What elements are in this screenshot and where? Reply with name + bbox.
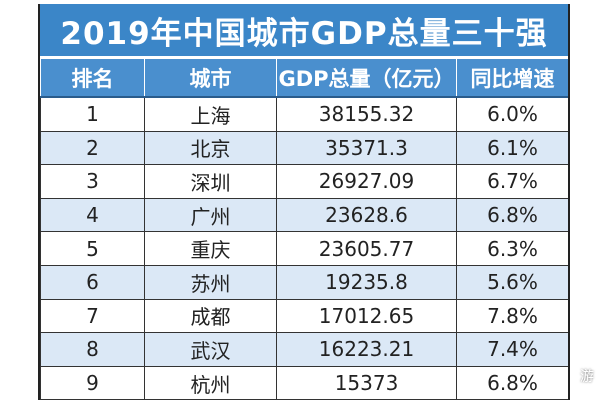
cell-city: 深圳 xyxy=(144,164,277,199)
cell-rank: 2 xyxy=(40,131,145,166)
table-row: 8 武汉 16223.21 7.4% xyxy=(40,332,568,367)
gdp-table: 排名 城市 GDP总量（亿元） 同比增速 1 上海 38155.32 6.0% 2 北京 3… xyxy=(40,58,568,400)
cell-city: 重庆 xyxy=(144,231,277,266)
header-gdp: GDP总量（亿元） xyxy=(276,58,457,98)
header-city: 城市 xyxy=(144,58,277,98)
cell-city: 北京 xyxy=(144,131,277,166)
cell-growth: 7.8% xyxy=(456,299,568,334)
header-growth: 同比增速 xyxy=(456,58,568,98)
cell-gdp: 16223.21 xyxy=(276,332,457,367)
table-row: 4 广州 23628.6 6.8% xyxy=(40,198,568,233)
cell-rank: 7 xyxy=(40,299,145,334)
watermark-text: 游 xyxy=(580,369,594,385)
cell-rank: 4 xyxy=(40,198,145,233)
cell-gdp: 17012.65 xyxy=(276,299,457,334)
cell-gdp: 19235.8 xyxy=(276,265,457,300)
cell-rank: 3 xyxy=(40,164,145,199)
cell-growth: 6.0% xyxy=(456,97,568,132)
header-row: 排名 城市 GDP总量（亿元） 同比增速 xyxy=(40,58,568,98)
page-title: 2019年中国城市GDP总量三十强 xyxy=(40,4,568,58)
cell-rank: 9 xyxy=(40,366,145,400)
table-row: 1 上海 38155.32 6.0% xyxy=(40,97,568,132)
table-row: 7 成都 17012.65 7.8% xyxy=(40,299,568,334)
table-frame: 2019年中国城市GDP总量三十强 排名 城市 GDP总量（亿元） 同比增速 1… xyxy=(38,4,570,400)
cell-rank: 8 xyxy=(40,332,145,367)
cell-growth: 6.1% xyxy=(456,131,568,166)
cell-city: 武汉 xyxy=(144,332,277,367)
table-row: 3 深圳 26927.09 6.7% xyxy=(40,164,568,199)
cell-city: 苏州 xyxy=(144,265,277,300)
cell-gdp: 38155.32 xyxy=(276,97,457,132)
header-rank: 排名 xyxy=(40,58,145,98)
cell-city: 成都 xyxy=(144,299,277,334)
cell-gdp: 35371.3 xyxy=(276,131,457,166)
table-row: 2 北京 35371.3 6.1% xyxy=(40,131,568,166)
cell-rank: 5 xyxy=(40,231,145,266)
table-row: 9 杭州 15373 6.8% xyxy=(40,366,568,400)
cell-rank: 6 xyxy=(40,265,145,300)
table-row: 6 苏州 19235.8 5.6% xyxy=(40,265,568,300)
cell-city: 上海 xyxy=(144,97,277,132)
cell-growth: 6.8% xyxy=(456,198,568,233)
table-row: 5 重庆 23605.77 6.3% xyxy=(40,231,568,266)
cell-gdp: 15373 xyxy=(276,366,457,400)
cell-gdp: 26927.09 xyxy=(276,164,457,199)
cell-gdp: 23628.6 xyxy=(276,198,457,233)
cell-gdp: 23605.77 xyxy=(276,231,457,266)
cell-growth: 7.4% xyxy=(456,332,568,367)
cell-city: 杭州 xyxy=(144,366,277,400)
cell-city: 广州 xyxy=(144,198,277,233)
cell-growth: 5.6% xyxy=(456,265,568,300)
cell-rank: 1 xyxy=(40,97,145,132)
cell-growth: 6.3% xyxy=(456,231,568,266)
cell-growth: 6.8% xyxy=(456,366,568,400)
cell-growth: 6.7% xyxy=(456,164,568,199)
